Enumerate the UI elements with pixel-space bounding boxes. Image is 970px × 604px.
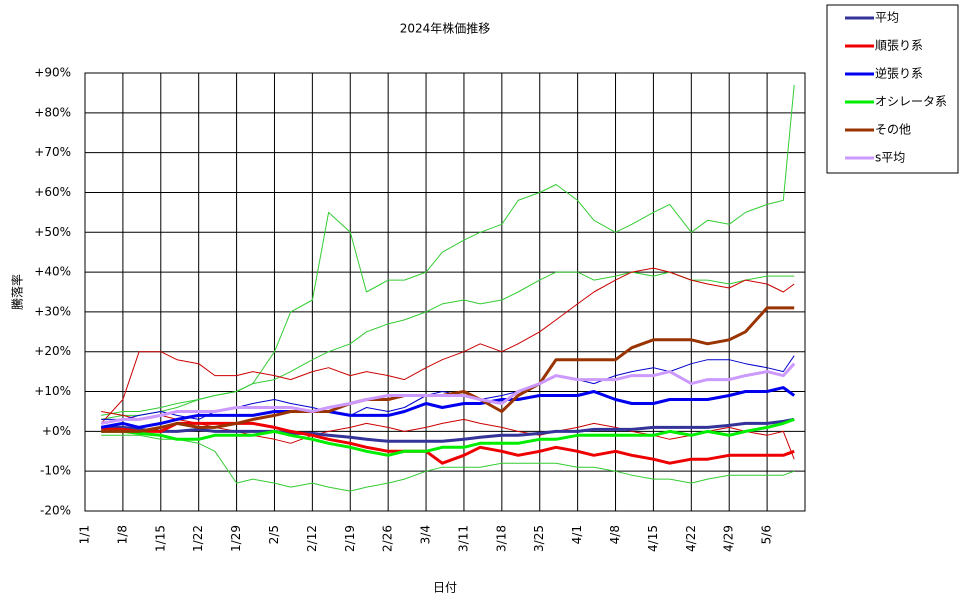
y-tick-label: +10% xyxy=(34,384,71,398)
plot-area xyxy=(84,72,806,512)
series-line xyxy=(101,434,795,492)
x-tick-label: 2/19 xyxy=(343,525,357,552)
series-line xyxy=(101,417,795,443)
y-tick-label: +40% xyxy=(34,265,71,279)
legend-label: その他 xyxy=(875,123,911,137)
series-line xyxy=(100,267,795,424)
x-tick-label: 1/15 xyxy=(153,525,167,552)
y-tick-label: +0% xyxy=(42,424,71,438)
x-axis-label: 日付 xyxy=(433,581,457,595)
x-tick-label: 1/22 xyxy=(191,525,205,552)
y-tick-label: -10% xyxy=(40,464,71,478)
y-tick-label: +20% xyxy=(34,344,71,358)
series-line xyxy=(100,362,796,425)
series-line xyxy=(101,421,795,465)
y-tick-label: +70% xyxy=(34,145,71,159)
x-tick-label: 4/29 xyxy=(722,525,736,552)
x-tick-label: 5/6 xyxy=(760,525,774,544)
y-tick-label: -20% xyxy=(40,504,71,518)
x-tick-label: 2/26 xyxy=(381,525,395,552)
legend-label: オシレータ系 xyxy=(875,95,947,109)
x-tick-label: 3/25 xyxy=(532,525,546,552)
x-tick-label: 2/5 xyxy=(267,525,281,544)
legend-box xyxy=(826,4,959,174)
x-tick-label: 1/8 xyxy=(115,525,129,544)
y-tick-label: +90% xyxy=(34,66,71,80)
chart-title: 2024年株価推移 xyxy=(400,21,491,36)
y-tick-label: +50% xyxy=(34,225,71,239)
x-tick-label: 2/12 xyxy=(305,525,319,552)
y-tick-label: +30% xyxy=(34,304,71,318)
x-tick-label: 4/8 xyxy=(608,525,622,544)
series-line xyxy=(101,417,795,457)
x-tick-label: 4/1 xyxy=(570,525,584,544)
series-line xyxy=(100,386,796,429)
x-tick-label: 1/1 xyxy=(78,525,92,544)
legend-label: 順張り系 xyxy=(875,39,923,53)
y-axis-label: 騰落率 xyxy=(10,274,25,310)
x-tick-label: 3/4 xyxy=(419,525,433,544)
series-line xyxy=(101,306,795,433)
legend-label: 逆張り系 xyxy=(875,66,923,81)
x-tick-label: 3/11 xyxy=(456,525,470,552)
y-tick-label: +60% xyxy=(34,185,71,199)
x-tick-label: 4/22 xyxy=(684,525,698,552)
legend-label: s平均 xyxy=(875,151,905,165)
legend-label: 平均 xyxy=(875,11,899,25)
y-tick-label: +80% xyxy=(34,105,71,119)
x-tick-label: 4/15 xyxy=(646,525,660,552)
x-tick-label: 1/29 xyxy=(229,525,243,552)
x-tick-label: 3/18 xyxy=(494,525,508,552)
